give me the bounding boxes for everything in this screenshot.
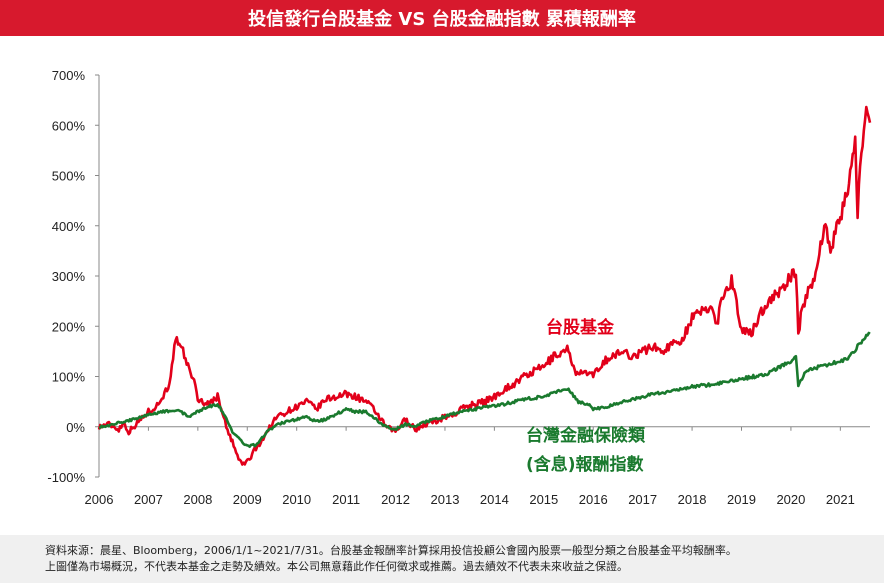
footnote: 資料來源：晨星、Bloomberg，2006/1/1~2021/7/31。台股基… xyxy=(0,535,884,583)
x-tick-label: 2009 xyxy=(233,492,262,507)
y-tick-label: 400% xyxy=(52,219,86,234)
y-tick-label: 0% xyxy=(66,420,85,435)
chart-area: 700% 600% 500% 400% 300% 200% 100% 0% -100% 2006… xyxy=(47,68,872,507)
footnote-line-1: 資料來源：晨星、Bloomberg，2006/1/1~2021/7/31。台股基… xyxy=(45,544,737,557)
y-tick-label: 100% xyxy=(52,370,86,385)
series-line-finance-index xyxy=(98,331,871,448)
x-tick-label: 2006 xyxy=(85,492,114,507)
x-axis: 2006 2007 2008 2009 2010 2011 2012 2013 2014 2015… xyxy=(85,426,870,507)
series-label-fund: 台股基金 xyxy=(546,317,615,338)
x-tick-label: 2012 xyxy=(381,492,410,507)
chart-title: 投信發行台股基金 VS 台股金融指數 累積報酬率 xyxy=(248,9,636,30)
series-label-finance-index: 台灣金融保險類 xyxy=(526,425,646,446)
x-tick-label: 2014 xyxy=(480,492,509,507)
x-tick-label: 2011 xyxy=(332,492,360,507)
x-tick-label: 2021 xyxy=(826,492,855,507)
x-tick-label: 2015 xyxy=(529,492,558,507)
y-tick-label: 200% xyxy=(52,319,86,334)
y-tick-label: 300% xyxy=(52,269,86,284)
series-label-finance-index: (含息)報酬指數 xyxy=(526,454,644,475)
x-tick-label: 2017 xyxy=(628,492,657,507)
x-tick-label: 2016 xyxy=(579,492,608,507)
footnote-line-2: 上圖僅為市場概況，不代表本基金之走勢及績效。本公司無意藉此作任何徵求或推薦。過去… xyxy=(45,560,628,573)
y-axis: 700% 600% 500% 400% 300% 200% 100% 0% -100% xyxy=(47,68,100,485)
y-tick-label: 700% xyxy=(52,68,86,83)
x-tick-label: 2018 xyxy=(678,492,707,507)
title-bar: 投信發行台股基金 VS 台股金融指數 累積報酬率 xyxy=(0,0,884,36)
x-tick-label: 2020 xyxy=(776,492,805,507)
x-tick-label: 2007 xyxy=(134,492,163,507)
series-layer xyxy=(97,105,872,466)
series-line-fund xyxy=(97,105,872,466)
y-tick-label: 500% xyxy=(52,169,86,184)
x-tick-label: 2008 xyxy=(183,492,212,507)
y-tick-label: 600% xyxy=(52,118,86,133)
x-tick-label: 2010 xyxy=(282,492,311,507)
y-tick-label: -100% xyxy=(47,470,85,485)
x-tick-label: 2013 xyxy=(431,492,460,507)
x-tick-label: 2019 xyxy=(727,492,756,507)
